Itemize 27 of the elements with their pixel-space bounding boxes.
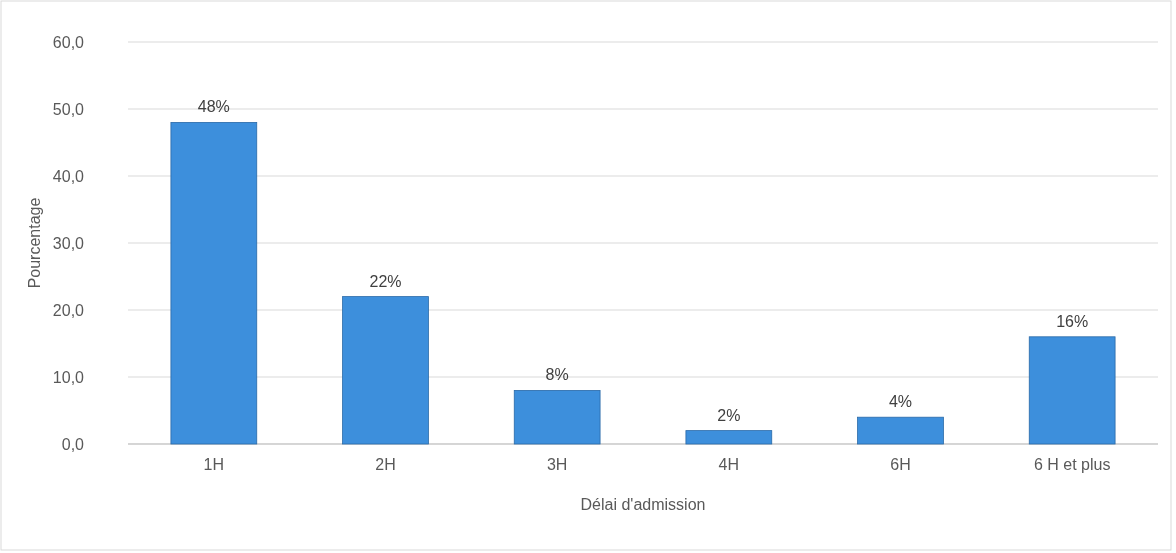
- y-tick-label: 40,0: [52, 167, 85, 185]
- x-tick-label: 1H: [203, 456, 225, 473]
- x-tick-label: 3H: [546, 456, 568, 473]
- bar: [1028, 336, 1116, 445]
- x-tick-label: 2H: [375, 456, 396, 473]
- data-label: 48%: [197, 98, 230, 116]
- data-label: 4%: [888, 393, 913, 411]
- data-label: 16%: [1056, 312, 1089, 330]
- y-tick-label: 0,0: [61, 435, 85, 453]
- y-tick-label: 50,0: [52, 100, 85, 118]
- data-label: 8%: [545, 366, 569, 384]
- y-tick-label: 20,0: [52, 301, 85, 319]
- x-tick-label: 4H: [718, 456, 740, 473]
- data-label: 2%: [717, 406, 741, 424]
- y-tick-label: 60,0: [52, 33, 85, 51]
- bar: [685, 430, 773, 445]
- bar: [342, 296, 429, 445]
- x-tick-label: 6 H et plus: [1033, 456, 1111, 473]
- y-tick-label: 10,0: [52, 368, 85, 386]
- bar: [513, 390, 601, 445]
- bar: [170, 122, 258, 445]
- y-axis-title: Pourcentage: [26, 197, 43, 289]
- data-label: 22%: [369, 272, 402, 290]
- x-axis-title: Délai d'admission: [580, 496, 706, 513]
- x-tick-label: 6H: [890, 456, 911, 473]
- bar: [857, 416, 944, 445]
- y-tick-label: 30,0: [52, 234, 85, 252]
